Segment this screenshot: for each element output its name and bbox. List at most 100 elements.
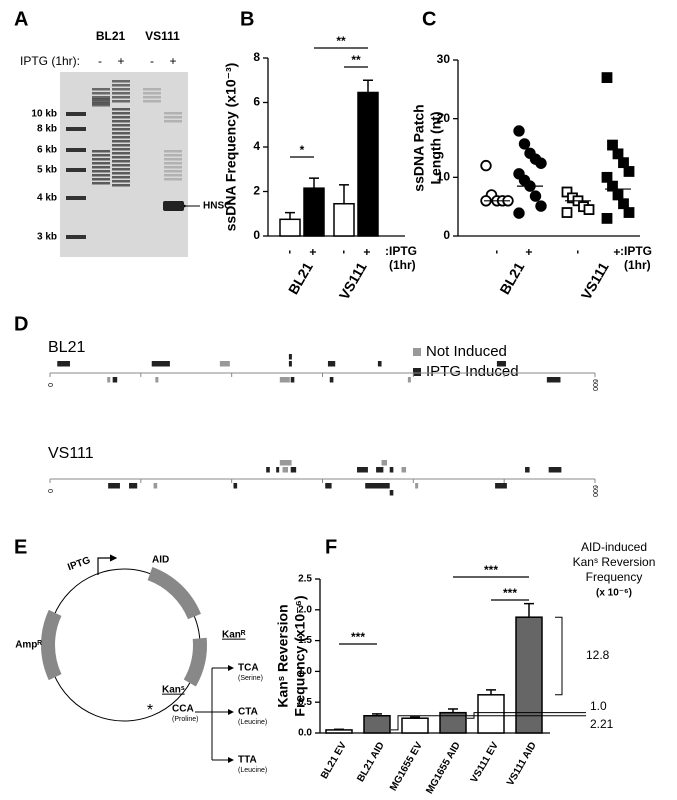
patch — [288, 361, 292, 367]
patch — [112, 377, 118, 383]
patch — [365, 483, 390, 489]
y-tick-label: 2.5 — [298, 574, 312, 585]
gene-label: AID — [152, 555, 169, 566]
gel-band — [164, 112, 182, 115]
data-point — [529, 190, 542, 202]
gel-band — [112, 128, 130, 131]
y-tick-label: 8 — [253, 50, 260, 64]
x-tick-label: - — [570, 250, 584, 254]
x-tick-label: - — [489, 250, 503, 254]
bar — [401, 717, 429, 734]
y-tick-label: 30 — [437, 52, 451, 66]
data-point — [607, 139, 618, 151]
gel-band — [92, 104, 110, 107]
group-label: VS111 — [336, 259, 370, 302]
mutation-mark: * — [147, 702, 153, 719]
gel-band — [112, 132, 130, 135]
gel-band — [92, 98, 110, 101]
gel-band — [112, 80, 130, 83]
y-axis-label: Length (nt) — [428, 111, 444, 184]
gel-band — [112, 176, 130, 179]
bar — [363, 715, 391, 734]
fold-bracket — [391, 715, 586, 731]
condition-label: (1hr) — [624, 258, 651, 272]
y-tick-label: 4 — [253, 139, 260, 153]
track-tick-label: 0 — [46, 489, 53, 493]
y-tick-label: 0.0 — [298, 728, 312, 739]
data-point — [601, 212, 613, 224]
track-tick-label: 600 — [591, 485, 598, 497]
patch — [415, 483, 419, 489]
track-tick-label: 0 — [46, 383, 53, 387]
significance-label: *** — [351, 630, 365, 644]
bar — [515, 616, 543, 734]
panel-label: E — [14, 536, 27, 558]
y-axis-label: ssDNA Patch — [411, 104, 427, 191]
x-tick-label: + — [360, 248, 374, 255]
data-point — [583, 204, 595, 216]
patch — [288, 354, 292, 360]
data-point — [601, 171, 613, 183]
data-point — [623, 207, 635, 218]
patch — [290, 377, 295, 383]
reversion-branches — [195, 667, 232, 761]
patch — [376, 467, 384, 473]
patch — [151, 361, 170, 367]
y-axis-label: Kanˢ Reversion — [275, 604, 291, 707]
patch — [129, 483, 138, 489]
condition-label: :IPTG — [620, 244, 652, 258]
x-tick-label: BL21 EV — [319, 740, 349, 781]
ladder-band — [66, 127, 86, 131]
ladder-label: 4 kb — [37, 193, 57, 204]
gene-label: Kanˢ — [162, 685, 185, 696]
gel-band — [112, 148, 130, 151]
y-tick-label: 6 — [253, 95, 260, 109]
amino-acid: (Proline) — [172, 716, 198, 723]
branch-arrowheads — [228, 665, 234, 763]
data-point — [535, 157, 547, 169]
gel-band — [112, 140, 130, 143]
legend-swatch — [413, 348, 421, 356]
condition-label: (1hr) — [389, 258, 416, 272]
x-tick-label: MG1655 EV — [388, 740, 425, 793]
gel-band — [112, 180, 130, 183]
ladder-label: 6 kb — [37, 145, 57, 156]
gel-band — [92, 162, 110, 165]
group-label: BL21 — [496, 259, 527, 297]
bar — [333, 202, 355, 237]
iptg-state: - — [150, 54, 154, 68]
gel-band — [92, 100, 110, 103]
condition-label: :IPTG — [385, 244, 417, 258]
promoter-arrow — [97, 554, 118, 575]
gel-band — [112, 124, 130, 127]
track-tick-label: 600 — [591, 379, 598, 391]
fold-bracket — [555, 616, 563, 696]
gel-band — [164, 178, 182, 181]
hnsc-band — [163, 201, 184, 211]
patch — [329, 377, 334, 383]
track-name: BL21 — [48, 339, 85, 356]
y-tick-label: 0 — [253, 228, 260, 242]
patch — [153, 483, 158, 489]
gel-band — [112, 152, 130, 155]
data-point — [607, 180, 618, 192]
patch — [108, 483, 120, 489]
gel-band — [92, 166, 110, 169]
band-label: HNSC — [203, 201, 231, 212]
x-tick-label: + — [306, 248, 320, 255]
panel-label: C — [422, 8, 436, 30]
gel-band — [112, 184, 130, 187]
legend-label: Not Induced — [426, 343, 507, 360]
gel-band — [92, 174, 110, 177]
ladder-label: 8 kb — [37, 124, 57, 135]
gel-band — [164, 120, 182, 123]
x-tick-label: VS111 EV — [469, 740, 501, 785]
revertant-amino-acid: (Leucine) — [238, 767, 267, 774]
y-tick-label: 20 — [437, 111, 451, 125]
gel-band — [112, 136, 130, 139]
panel-label: A — [14, 8, 28, 30]
gel-band — [143, 92, 161, 95]
patch — [327, 361, 336, 367]
ladder-band — [66, 196, 86, 200]
